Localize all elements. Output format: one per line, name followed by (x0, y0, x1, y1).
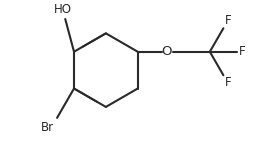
Text: F: F (225, 76, 232, 89)
Text: HO: HO (54, 3, 72, 16)
Text: F: F (239, 45, 246, 58)
Text: O: O (162, 45, 172, 58)
Text: F: F (225, 14, 232, 27)
Text: Br: Br (41, 121, 54, 134)
